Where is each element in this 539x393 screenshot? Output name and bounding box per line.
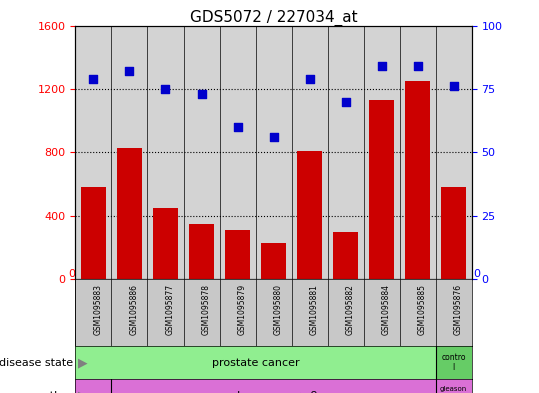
Bar bbox=[153, 208, 178, 279]
Bar bbox=[261, 242, 286, 279]
Point bbox=[161, 86, 170, 92]
Text: gleason
score
n/a: gleason score n/a bbox=[440, 386, 467, 393]
Text: GSM1095879: GSM1095879 bbox=[238, 285, 246, 336]
Bar bbox=[117, 147, 142, 279]
Bar bbox=[369, 100, 394, 279]
Text: ▶: ▶ bbox=[78, 389, 88, 393]
Text: contro
l: contro l bbox=[441, 353, 466, 372]
Text: prostate cancer: prostate cancer bbox=[212, 358, 299, 367]
Text: other: other bbox=[43, 391, 73, 393]
Point bbox=[341, 98, 350, 105]
Bar bbox=[297, 151, 322, 279]
Text: GSM1095886: GSM1095886 bbox=[129, 285, 139, 335]
Text: gleason score 9: gleason score 9 bbox=[230, 391, 317, 393]
Point bbox=[377, 63, 386, 69]
Bar bbox=[333, 231, 358, 279]
Bar bbox=[436, 379, 472, 393]
Point bbox=[197, 91, 206, 97]
Point bbox=[450, 83, 458, 90]
Bar bbox=[225, 230, 250, 279]
Text: disease state: disease state bbox=[0, 358, 73, 367]
Point bbox=[233, 124, 242, 130]
Bar bbox=[81, 187, 106, 279]
Point bbox=[270, 134, 278, 140]
Text: GSM1095883: GSM1095883 bbox=[93, 285, 102, 335]
Text: GSM1095884: GSM1095884 bbox=[382, 285, 391, 335]
Text: GSM1095877: GSM1095877 bbox=[165, 285, 175, 336]
Text: ▶: ▶ bbox=[78, 356, 88, 369]
Point bbox=[413, 63, 422, 69]
Bar bbox=[189, 224, 214, 279]
Title: GDS5072 / 227034_at: GDS5072 / 227034_at bbox=[190, 9, 357, 26]
Point bbox=[89, 75, 98, 82]
Text: GSM1095882: GSM1095882 bbox=[345, 285, 355, 335]
Point bbox=[305, 75, 314, 82]
Text: GSM1095885: GSM1095885 bbox=[418, 285, 426, 335]
Bar bbox=[441, 187, 466, 279]
Point bbox=[125, 68, 134, 74]
Text: GSM1095880: GSM1095880 bbox=[274, 285, 282, 335]
Text: 0: 0 bbox=[68, 269, 75, 279]
Text: 0: 0 bbox=[473, 269, 480, 279]
Text: GSM1095876: GSM1095876 bbox=[454, 285, 462, 336]
Text: GSM1095878: GSM1095878 bbox=[202, 285, 211, 335]
Bar bbox=[436, 346, 472, 379]
Bar bbox=[405, 81, 430, 279]
Text: GSM1095881: GSM1095881 bbox=[309, 285, 319, 335]
